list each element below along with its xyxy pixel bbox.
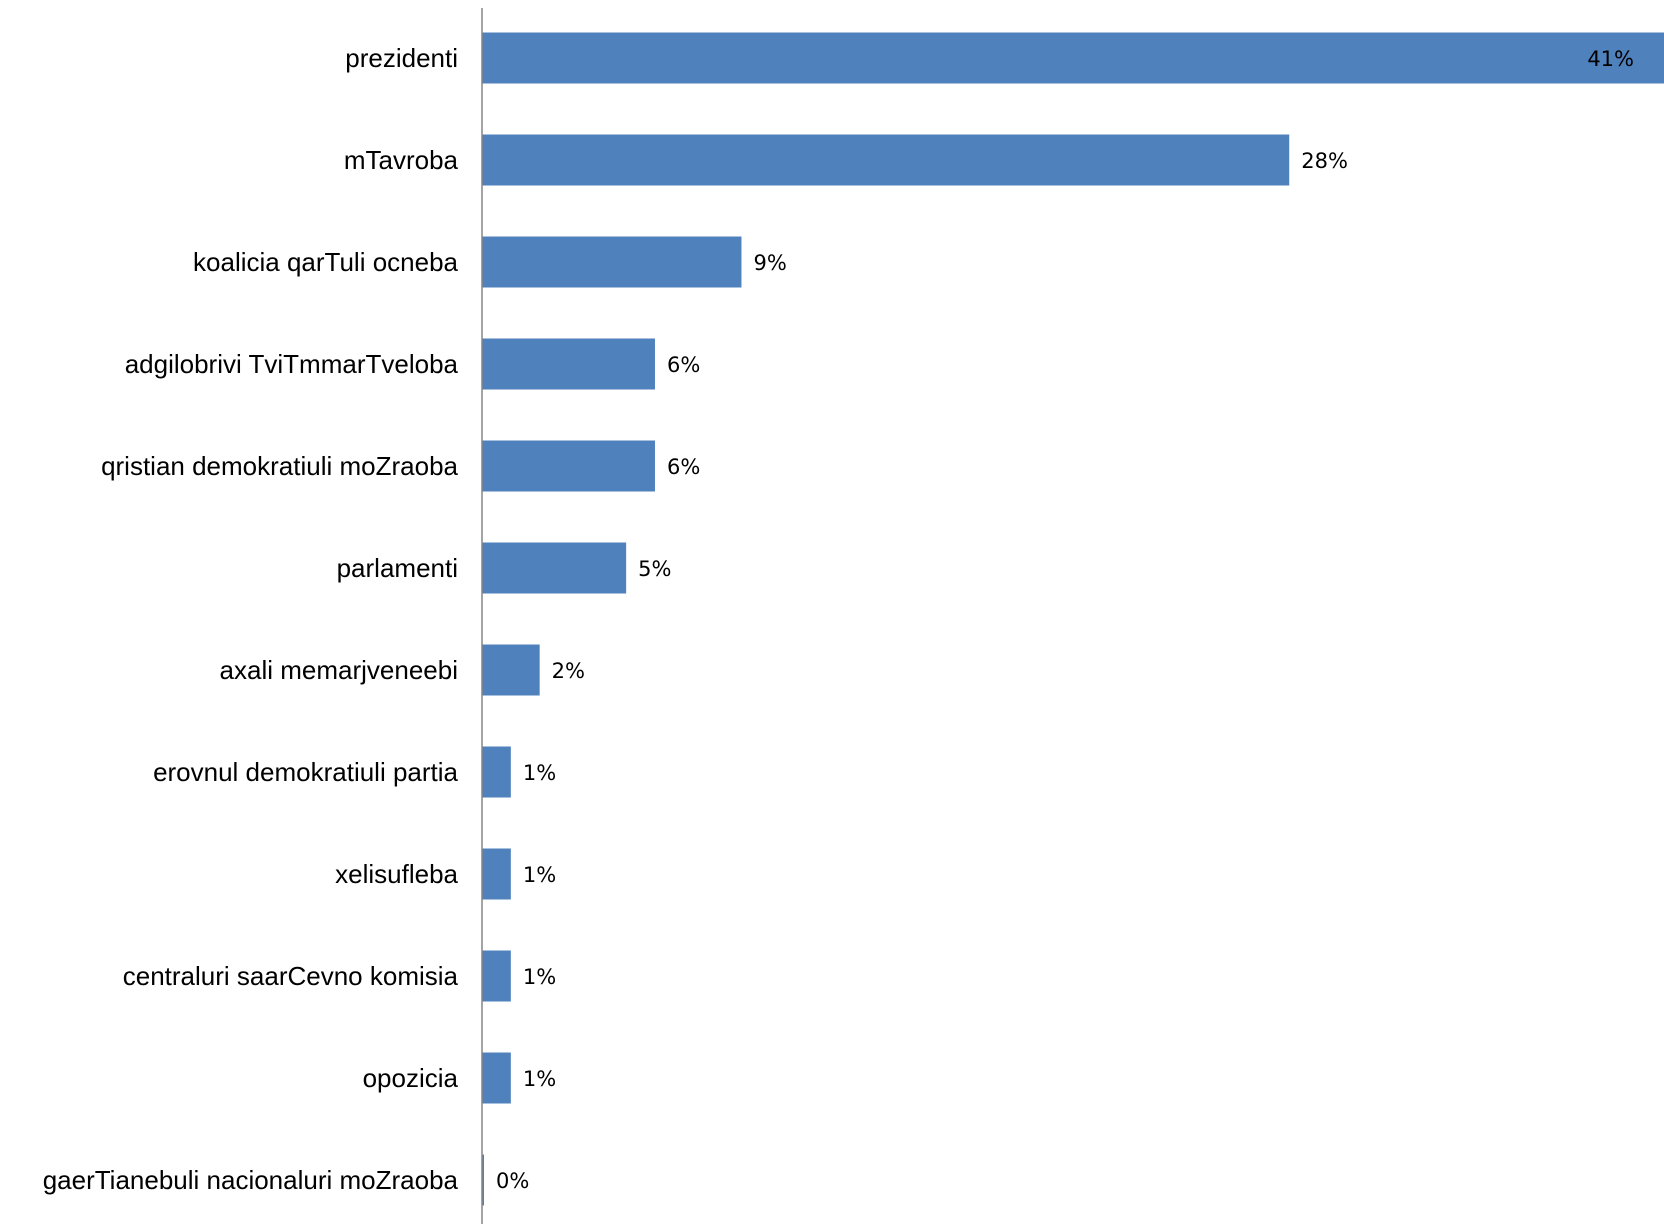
data-label: 1% xyxy=(523,1067,556,1091)
data-label: 2% xyxy=(552,659,585,683)
data-label: 5% xyxy=(638,557,671,581)
category-label: xelisufleba xyxy=(335,859,458,889)
bar-4 xyxy=(482,338,655,390)
data-label: 1% xyxy=(523,965,556,989)
category-labels-layer: prezidenti mTavroba koalicia qarTuli ocneb… xyxy=(43,43,459,1195)
category-label: qristian demokratiuli moZraoba xyxy=(101,451,458,481)
category-label: gaerTianebuli nacionaluri moZraoba xyxy=(43,1165,459,1195)
data-label: 6% xyxy=(667,455,700,479)
bar-6 xyxy=(482,542,627,594)
bar-3 xyxy=(482,236,742,288)
value-labels-layer: 41% 28% 9% 6% 6% 5% 2% 1% 1% 1% 1% 0% xyxy=(496,47,1634,1193)
bar-5 xyxy=(482,440,655,492)
data-label: 6% xyxy=(667,353,700,377)
category-label: opozicia xyxy=(363,1063,459,1093)
bars-layer xyxy=(482,32,1664,1206)
category-label: parlamenti xyxy=(337,553,458,583)
category-label: prezidenti xyxy=(345,43,458,73)
bar-12 xyxy=(482,1154,484,1206)
category-label: adgilobrivi TviTmmarTveloba xyxy=(125,349,459,379)
category-label: erovnul demokratiuli partia xyxy=(153,757,458,787)
category-label: mTavroba xyxy=(344,145,459,175)
bar-11 xyxy=(482,1052,511,1104)
category-label: centraluri saarCevno komisia xyxy=(123,961,459,991)
category-label: axali memarjveneebi xyxy=(220,655,458,685)
bar-2 xyxy=(482,134,1290,186)
data-label: 41% xyxy=(1587,47,1634,71)
data-label: 1% xyxy=(523,761,556,785)
data-label: 0% xyxy=(496,1169,529,1193)
bar-10 xyxy=(482,950,511,1002)
bar-1 xyxy=(482,32,1664,84)
bar-9 xyxy=(482,848,511,900)
bar-8 xyxy=(482,746,511,798)
data-label: 9% xyxy=(753,251,786,275)
category-label: koalicia qarTuli ocneba xyxy=(193,247,459,277)
data-label: 1% xyxy=(523,863,556,887)
bar-7 xyxy=(482,644,540,696)
data-label: 28% xyxy=(1301,149,1348,173)
